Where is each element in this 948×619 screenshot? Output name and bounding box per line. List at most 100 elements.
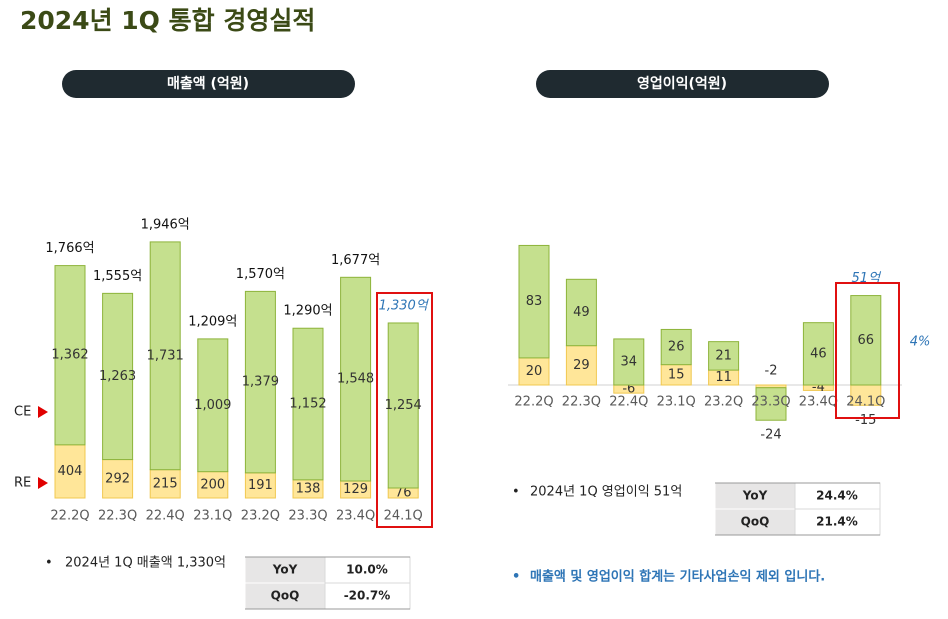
summary-text: 2024년 1Q 영업이익 51억 [530, 485, 682, 500]
value-label: 200 [200, 477, 225, 492]
bar-segment [54, 265, 86, 446]
value-label: 46 [810, 346, 827, 361]
highlight-box [376, 292, 433, 528]
bar-segment [102, 292, 134, 461]
x-tick-label: 24.1Q [846, 395, 885, 410]
total-label: 1,290억 [283, 304, 332, 319]
legend-label: CE [14, 405, 31, 420]
chart-title: 매출액 (억원) [167, 75, 249, 92]
value-label: 1,009 [194, 398, 231, 413]
value-label: 292 [105, 471, 130, 486]
x-tick-label: 22.3Q [562, 395, 601, 410]
value-label: 29 [573, 358, 590, 373]
total-label: 1,555억 [93, 269, 142, 284]
total-label: 1,570억 [236, 267, 285, 282]
bar-segment [755, 387, 787, 421]
table-cell [794, 508, 881, 536]
footnote: 매출액 및 영업이익 합계는 기타사업손익 제외 입니다. [530, 569, 825, 585]
value-label: 1,362 [51, 348, 88, 363]
chart-title: 영업이익(억원) [637, 75, 727, 92]
x-tick-label: 23.4Q [799, 395, 838, 410]
total-label: 1,766억 [45, 241, 94, 256]
x-tick-label: 22.2Q [514, 395, 553, 410]
value-label: 15 [668, 367, 685, 382]
x-tick-label: 23.3Q [751, 395, 790, 410]
bar-segment [102, 459, 134, 499]
bar-segment [850, 295, 882, 386]
legend-marker [38, 406, 48, 418]
total-label: 1,677억 [331, 253, 380, 268]
bullet: • [512, 485, 520, 500]
value-label: 1,548 [337, 372, 374, 387]
legend-label: RE [14, 476, 31, 491]
value-label: 76 [395, 485, 412, 500]
table-value: -20.7% [344, 589, 391, 603]
bar-segment [518, 244, 550, 359]
x-tick-label: 22.3Q [98, 509, 137, 524]
bar-segment [613, 338, 645, 386]
value-label: 1,152 [289, 397, 326, 412]
value-label: 215 [153, 476, 178, 491]
bar-segment [149, 469, 181, 499]
table-cell [714, 508, 796, 536]
value-label: -24 [760, 428, 781, 443]
table-cell [324, 582, 411, 610]
value-label: 1,263 [99, 369, 136, 384]
bar-segment [518, 357, 550, 386]
value-label: 1,379 [242, 375, 279, 390]
value-label: 26 [668, 340, 685, 355]
x-tick-label: 24.1Q [384, 509, 423, 524]
table-value: 24.4% [816, 489, 858, 503]
value-label: 1,731 [147, 348, 184, 363]
chart-title-pill [536, 70, 829, 98]
value-label: 34 [621, 354, 638, 369]
value-label: -15 [855, 413, 876, 428]
table-cell [794, 482, 881, 510]
x-tick-label: 23.3Q [288, 509, 327, 524]
value-label: 129 [343, 482, 368, 497]
bar-segment [660, 328, 692, 366]
x-tick-label: 23.1Q [657, 395, 696, 410]
value-label: 20 [526, 364, 543, 379]
bar-segment [565, 345, 597, 386]
value-label: 83 [526, 294, 543, 309]
value-label: 21 [715, 348, 732, 363]
table-label: YoY [272, 563, 298, 577]
bar-segment [708, 341, 740, 371]
value-label: 138 [296, 481, 321, 496]
legend-marker [38, 477, 48, 489]
x-tick-label: 23.4Q [336, 509, 375, 524]
table-label: QoQ [741, 515, 770, 529]
x-tick-label: 22.4Q [609, 395, 648, 410]
bar-segment [197, 471, 229, 499]
bar-segment [244, 290, 276, 474]
x-tick-label: 23.2Q [704, 395, 743, 410]
value-label: -2 [765, 364, 778, 379]
bar-segment [340, 276, 372, 482]
value-label: 191 [248, 478, 273, 493]
bullet: • [45, 556, 53, 571]
slide-title: 2024년 1Q 통합 경영실적 [20, 6, 315, 35]
table-label: QoQ [271, 589, 300, 603]
total-label: 1,946억 [141, 217, 190, 232]
annotation: 4% [910, 335, 931, 350]
value-label: 404 [58, 464, 83, 479]
value-label: 11 [715, 370, 732, 385]
bullet: • [512, 570, 520, 585]
bar-segment [54, 444, 86, 499]
bar-segment [387, 322, 419, 489]
bar-segment [197, 338, 229, 473]
table-value: 21.4% [816, 515, 858, 529]
bar-segment [149, 241, 181, 471]
value-label: 66 [858, 333, 875, 348]
x-tick-label: 22.2Q [50, 509, 89, 524]
x-tick-label: 23.1Q [193, 509, 232, 524]
bar-segment [802, 322, 834, 386]
bar-segment [565, 278, 597, 347]
value-label: 1,254 [385, 398, 422, 413]
total-label: 1,209억 [188, 314, 237, 329]
table-value: 10.0% [346, 563, 388, 577]
summary-text: 2024년 1Q 매출액 1,330억 [65, 556, 226, 571]
bar-segment [244, 472, 276, 499]
